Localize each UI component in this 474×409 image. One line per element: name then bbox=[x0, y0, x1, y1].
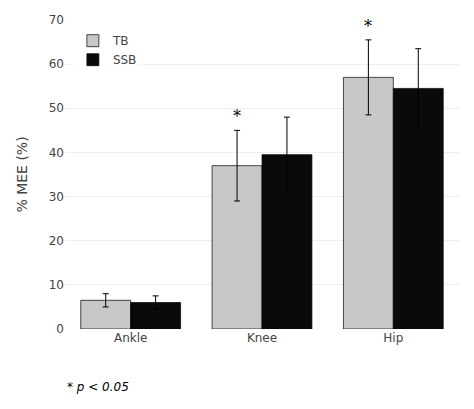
svg-text:20: 20 bbox=[49, 234, 64, 248]
svg-text:10: 10 bbox=[49, 278, 64, 292]
svg-text:40: 40 bbox=[49, 146, 64, 160]
svg-text:Knee: Knee bbox=[247, 331, 277, 345]
svg-text:0: 0 bbox=[56, 322, 64, 336]
svg-text:SSB: SSB bbox=[113, 53, 136, 67]
svg-text:60: 60 bbox=[49, 57, 64, 71]
svg-text:70: 70 bbox=[49, 13, 64, 27]
svg-text:TB: TB bbox=[112, 34, 129, 48]
svg-text:Hip: Hip bbox=[383, 331, 403, 345]
svg-text:*: * bbox=[364, 17, 372, 36]
svg-text:Ankle: Ankle bbox=[114, 331, 147, 345]
svg-text:% MEE (%): % MEE (%) bbox=[14, 136, 30, 212]
svg-text:30: 30 bbox=[49, 190, 64, 204]
svg-text:*: * bbox=[233, 107, 241, 126]
svg-text:* p < 0.05: * p < 0.05 bbox=[67, 380, 129, 394]
svg-text:50: 50 bbox=[49, 101, 64, 115]
